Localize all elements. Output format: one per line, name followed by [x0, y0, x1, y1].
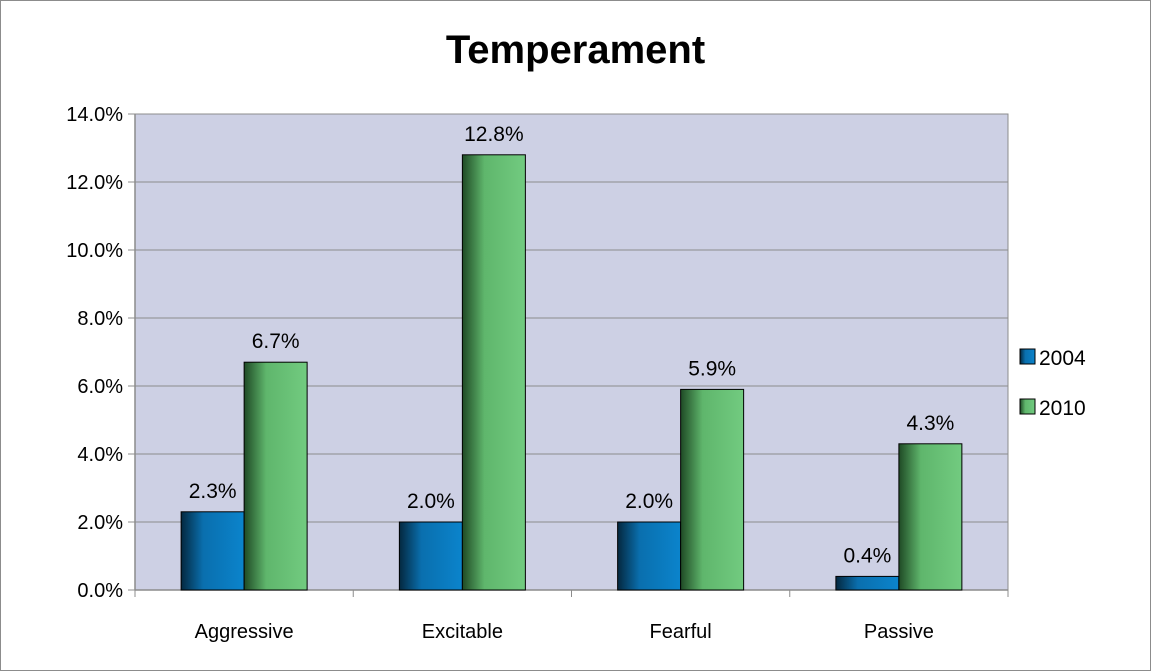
y-tick-label: 2.0%	[77, 512, 123, 534]
data-label: 2.0%	[625, 490, 673, 513]
data-label: 5.9%	[688, 357, 736, 380]
bar-2010-aggressive	[243, 361, 308, 591]
bar-2004-fearful	[617, 521, 682, 591]
bar-2004-passive	[835, 575, 900, 591]
legend-swatch-2004	[1019, 348, 1036, 365]
legend-label: 2010	[1039, 397, 1086, 420]
bar-2010-passive	[898, 443, 963, 591]
y-tick-label: 6.0%	[77, 376, 123, 398]
y-tick-label: 10.0%	[66, 240, 123, 262]
data-label: 2.0%	[407, 490, 455, 513]
bar-2004-aggressive	[180, 511, 245, 591]
bar-2010-fearful	[680, 388, 745, 591]
x-tick-label: Excitable	[422, 621, 503, 643]
data-label: 0.4%	[843, 544, 891, 567]
x-tick-label: Aggressive	[195, 621, 294, 643]
data-label: 2.3%	[189, 480, 237, 503]
data-label: 4.3%	[906, 412, 954, 435]
x-tick-label: Passive	[864, 621, 934, 643]
chart-title: Temperament	[445, 28, 706, 72]
data-label: 6.7%	[252, 330, 300, 353]
legend-swatch-2010	[1019, 398, 1036, 415]
y-tick-label: 12.0%	[66, 172, 123, 194]
y-tick-label: 14.0%	[66, 104, 123, 126]
bar-2010-excitable	[461, 154, 526, 591]
x-tick-label: Fearful	[650, 621, 712, 643]
legend-label: 2004	[1039, 347, 1086, 370]
y-tick-label: 0.0%	[77, 580, 123, 602]
data-label: 12.8%	[464, 123, 524, 146]
y-tick-label: 4.0%	[77, 444, 123, 466]
bar-2004-excitable	[398, 521, 463, 591]
y-tick-label: 8.0%	[77, 308, 123, 330]
